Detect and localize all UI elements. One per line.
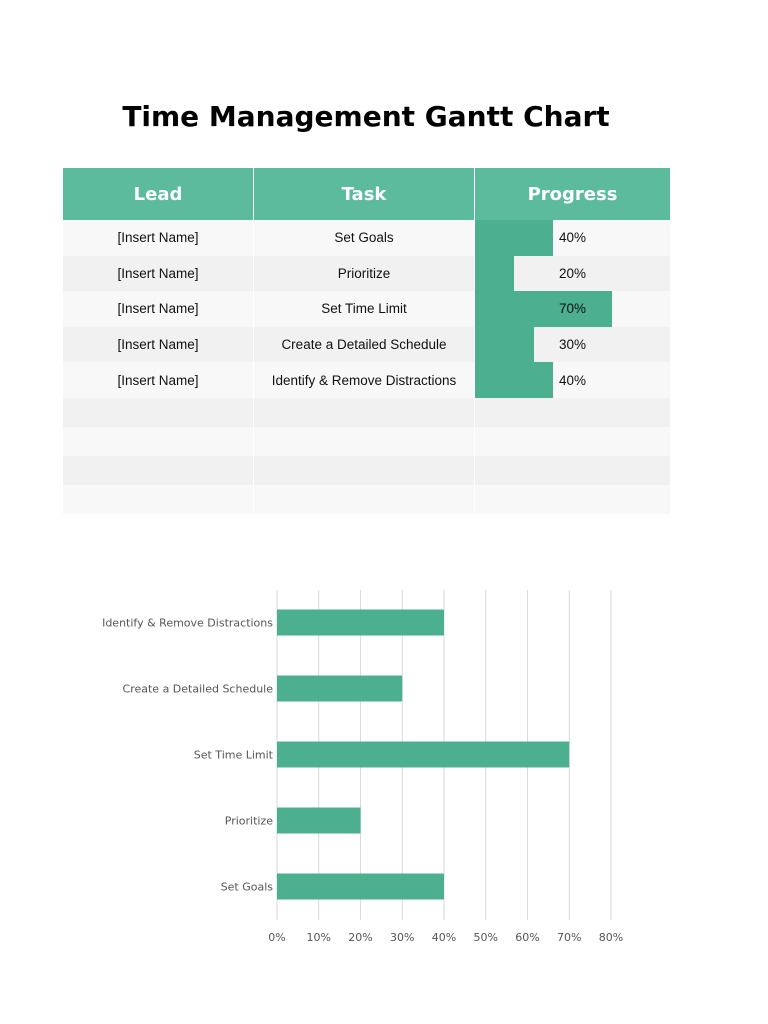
chart-category-label: Set Goals bbox=[221, 881, 274, 894]
table-row: [Insert Name] Create a Detailed Schedule… bbox=[63, 326, 670, 363]
empty-row bbox=[63, 426, 670, 456]
table-row: [Insert Name] Prioritize 20% bbox=[63, 255, 670, 292]
table-row: [Insert Name] Set Time Limit 70% bbox=[63, 291, 670, 327]
progress-label: 40% bbox=[558, 230, 587, 246]
chart-x-tick-label: 80% bbox=[599, 931, 623, 944]
empty-cell[interactable] bbox=[254, 397, 475, 427]
progress-cell[interactable]: 30% bbox=[475, 326, 670, 363]
progress-table: Lead Task Progress [Insert Name] Set Goa… bbox=[63, 168, 670, 514]
chart-x-tick-label: 50% bbox=[474, 931, 498, 944]
chart-bar bbox=[277, 807, 361, 834]
empty-row bbox=[63, 484, 670, 514]
progress-bar-fill bbox=[475, 362, 553, 398]
chart-category-label: Prioritize bbox=[225, 815, 273, 828]
table-row: [Insert Name] Set Goals 40% bbox=[63, 220, 670, 256]
progress-cell[interactable]: 20% bbox=[475, 255, 670, 292]
lead-cell[interactable]: [Insert Name] bbox=[63, 326, 254, 363]
chart-x-tick-label: 0% bbox=[268, 931, 285, 944]
empty-cell[interactable] bbox=[63, 484, 254, 514]
chart-category-labels: Identify & Remove Distractions Create a D… bbox=[102, 617, 274, 894]
empty-cell[interactable] bbox=[475, 426, 670, 456]
progress-cell[interactable]: 40% bbox=[475, 220, 670, 256]
chart-x-tick-label: 70% bbox=[557, 931, 581, 944]
chart-bars bbox=[277, 609, 570, 900]
progress-cell[interactable]: 70% bbox=[475, 291, 670, 327]
chart-category-label: Create a Detailed Schedule bbox=[123, 683, 274, 696]
progress-cell[interactable]: 40% bbox=[475, 362, 670, 398]
empty-cell[interactable] bbox=[254, 484, 475, 514]
lead-cell[interactable]: [Insert Name] bbox=[63, 255, 254, 292]
empty-cell[interactable] bbox=[475, 484, 670, 514]
empty-cell[interactable] bbox=[254, 455, 475, 485]
lead-cell[interactable]: [Insert Name] bbox=[63, 291, 254, 327]
chart-x-tick-label: 10% bbox=[307, 931, 331, 944]
empty-row bbox=[63, 455, 670, 485]
empty-cell[interactable] bbox=[63, 455, 254, 485]
task-cell[interactable]: Identify & Remove Distractions bbox=[254, 362, 475, 398]
progress-bar-fill bbox=[475, 326, 534, 363]
progress-label: 30% bbox=[558, 337, 587, 353]
chart-tick-labels: 0% 10% 20% 30% 40% 50% 60% 70% 80% bbox=[268, 931, 623, 944]
chart-bar bbox=[277, 609, 444, 636]
task-cell[interactable]: Prioritize bbox=[254, 255, 475, 292]
header-progress: Progress bbox=[475, 168, 670, 220]
chart-bar bbox=[277, 873, 444, 900]
empty-cell[interactable] bbox=[63, 397, 254, 427]
chart-bar bbox=[277, 675, 403, 702]
task-cell[interactable]: Create a Detailed Schedule bbox=[254, 326, 475, 363]
header-task: Task bbox=[254, 168, 475, 220]
progress-label: 70% bbox=[558, 301, 587, 317]
empty-cell[interactable] bbox=[475, 397, 670, 427]
chart-category-label: Identify & Remove Distractions bbox=[102, 617, 273, 630]
chart-bar bbox=[277, 741, 570, 768]
empty-cell[interactable] bbox=[475, 455, 670, 485]
header-lead: Lead bbox=[63, 168, 254, 220]
progress-bar-fill bbox=[475, 291, 612, 327]
table-row: [Insert Name] Identify & Remove Distract… bbox=[63, 362, 670, 398]
task-cell[interactable]: Set Goals bbox=[254, 220, 475, 256]
task-cell[interactable]: Set Time Limit bbox=[254, 291, 475, 327]
chart-x-tick-label: 60% bbox=[515, 931, 539, 944]
chart-category-label: Set Time Limit bbox=[194, 749, 274, 762]
empty-row bbox=[63, 397, 670, 427]
lead-cell[interactable]: [Insert Name] bbox=[63, 362, 254, 398]
chart-x-tick-label: 40% bbox=[432, 931, 456, 944]
empty-cell[interactable] bbox=[63, 426, 254, 456]
progress-bar-fill bbox=[475, 255, 514, 292]
table-header-row: Lead Task Progress bbox=[63, 168, 670, 220]
progress-label: 20% bbox=[558, 265, 587, 281]
progress-label: 40% bbox=[558, 372, 587, 388]
empty-cell[interactable] bbox=[254, 426, 475, 456]
page-title: Time Management Gantt Chart bbox=[122, 100, 610, 133]
lead-cell[interactable]: [Insert Name] bbox=[63, 220, 254, 256]
progress-bar-fill bbox=[475, 220, 553, 256]
chart-x-tick-label: 20% bbox=[348, 931, 372, 944]
chart-x-tick-label: 30% bbox=[390, 931, 414, 944]
